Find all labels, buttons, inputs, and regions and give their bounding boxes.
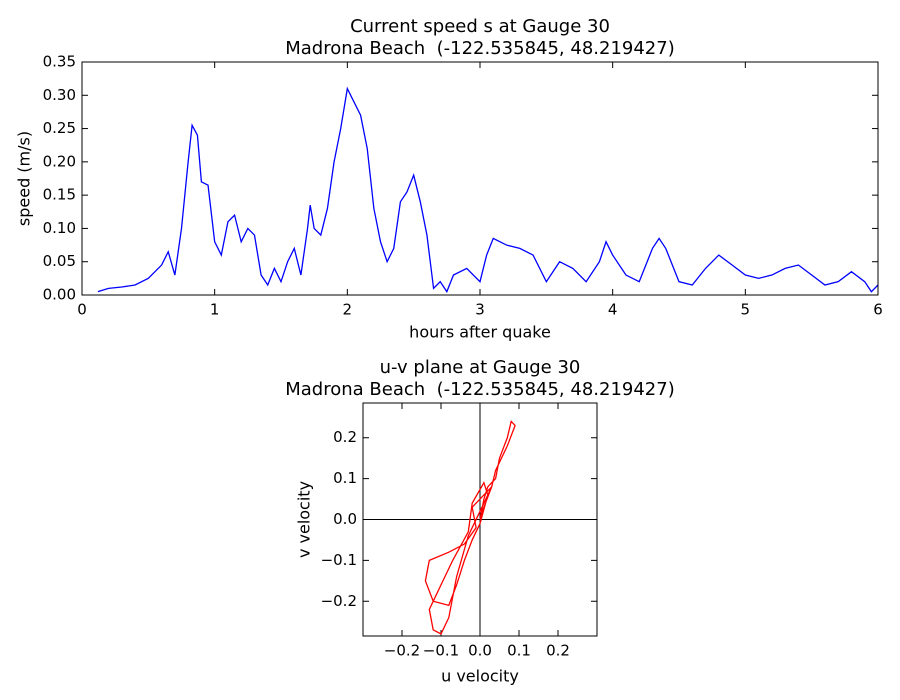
x-tick-label: −0.2 (384, 642, 420, 660)
x-tick-label: 2 (343, 301, 353, 319)
y-tick-label: −0.1 (321, 551, 357, 569)
x-tick-label: 3 (475, 301, 485, 319)
data-line (97, 86, 879, 294)
x-tick-label: 0.1 (507, 642, 531, 660)
y-axis-label: speed (m/s) (15, 131, 34, 226)
y-tick-label: 0.1 (333, 469, 357, 487)
y-tick-label: −0.2 (321, 592, 357, 610)
plot-frame (362, 402, 598, 637)
y-tick-label: 0.00 (43, 286, 76, 304)
x-tick-label: 4 (608, 301, 618, 319)
chart-subtitle: Madrona Beach (-122.535845, 48.219427) (285, 379, 674, 400)
y-tick-label: 0.30 (43, 86, 76, 104)
x-axis-label: hours after quake (409, 323, 551, 342)
y-tick-label: 0.2 (333, 428, 357, 446)
plot-frame (81, 61, 879, 296)
chart-title: u-v plane at Gauge 30 (380, 357, 581, 378)
x-tick-label: 0.2 (546, 642, 570, 660)
y-tick-label: 0.0 (333, 510, 357, 528)
y-tick-label: 0.15 (43, 186, 76, 204)
x-tick-label: 6 (873, 301, 883, 319)
y-tick-label: 0.25 (43, 119, 76, 137)
x-tick-label: 0 (77, 301, 87, 319)
y-tick-label: 0.20 (43, 152, 76, 170)
y-tick-label: 0.10 (43, 219, 76, 237)
x-tick-label: 0.0 (468, 642, 492, 660)
x-tick-label: 1 (210, 301, 220, 319)
y-tick-label: 0.35 (43, 53, 76, 71)
y-tick-label: 0.05 (43, 252, 76, 270)
chart-subtitle: Madrona Beach (-122.535845, 48.219427) (285, 38, 674, 59)
chart-title: Current speed s at Gauge 30 (350, 16, 610, 37)
x-tick-label: −0.1 (423, 642, 459, 660)
x-axis-label: u velocity (441, 667, 519, 686)
y-axis-label: v velocity (295, 481, 314, 558)
data-line (424, 420, 516, 635)
x-tick-label: 5 (741, 301, 751, 319)
